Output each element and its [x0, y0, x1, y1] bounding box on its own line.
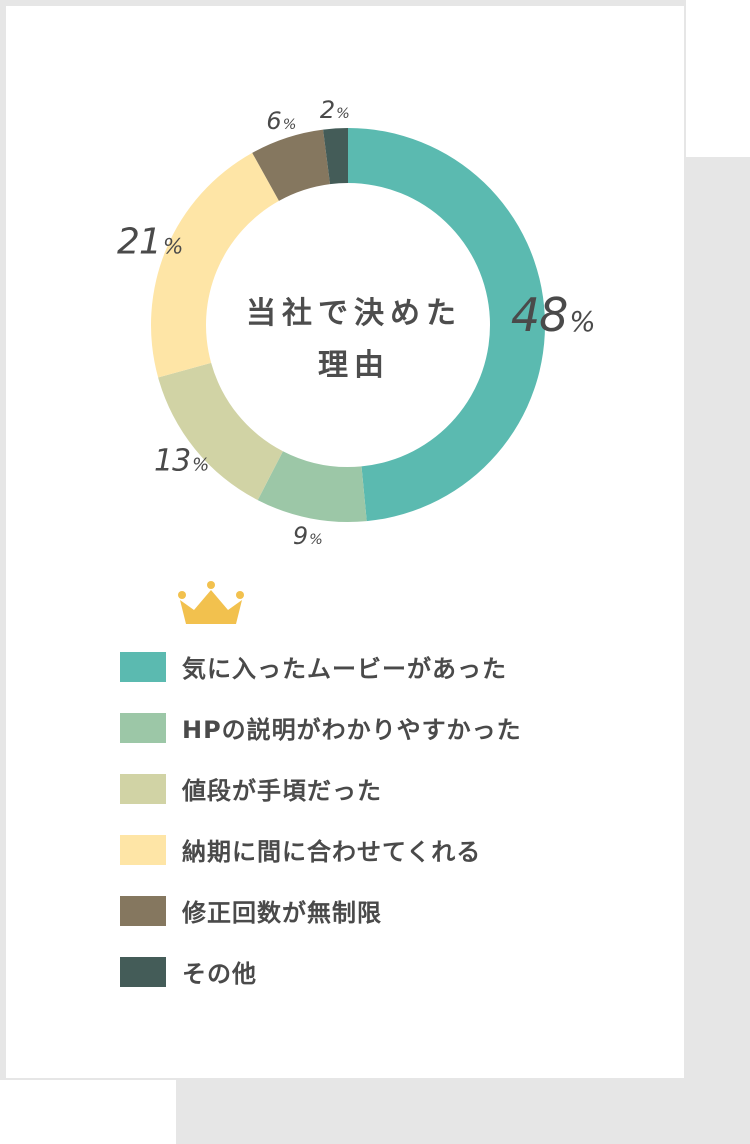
- donut-chart: [151, 128, 545, 522]
- slice-value-number: 48: [510, 288, 569, 343]
- donut-slice: [257, 451, 367, 522]
- legend-label: 気に入ったムービーがあった: [182, 655, 507, 683]
- background-corner-top-right: [686, 0, 750, 157]
- legend: 気に入ったムービーがあった HPの説明がわかりやすかった 値段が手頃だった 納期…: [120, 636, 522, 1002]
- slice-value-percent-sign: %: [162, 234, 184, 260]
- slice-value-number: 6: [266, 106, 281, 135]
- legend-swatch: [120, 712, 166, 743]
- legend-swatch: [120, 651, 166, 682]
- legend-label: 納期に間に合わせてくれる: [182, 838, 482, 866]
- slice-value-label: 21%: [117, 221, 184, 263]
- legend-label: 値段が手頃だった: [182, 777, 382, 805]
- legend-swatch: [120, 773, 166, 804]
- slice-value-number: 9: [292, 522, 308, 551]
- legend-item: 値段が手頃だった: [120, 758, 522, 819]
- slice-value-number: 2: [319, 96, 335, 125]
- slice-value-label: 6%: [266, 106, 297, 135]
- slice-value-label: 9%: [292, 522, 323, 551]
- slice-value-number: 21: [117, 221, 162, 263]
- legend-swatch: [120, 834, 166, 865]
- slice-value-label: 48%: [510, 288, 596, 343]
- slice-value-percent-sign: %: [282, 116, 297, 133]
- legend-label: その他: [182, 960, 257, 988]
- chart-card: 当社で決めた 理由 48% 9% 13% 21% 6% 2% 気に入ったムービーがあった …: [6, 6, 684, 1078]
- legend-swatch: [120, 895, 166, 926]
- donut-slice: [252, 129, 331, 201]
- donut-slice: [323, 128, 348, 185]
- center-label-line-1: 当社で決めた: [246, 296, 462, 331]
- legend-label: HPの説明がわかりやすかった: [182, 716, 522, 744]
- slice-value-label: 2%: [319, 96, 350, 125]
- legend-item: その他: [120, 941, 522, 1002]
- center-label-line-2: 理由: [318, 348, 390, 383]
- slice-value-percent-sign: %: [309, 532, 323, 549]
- crown-icon: [178, 581, 244, 624]
- legend-item: HPの説明がわかりやすかった: [120, 697, 522, 758]
- legend-item: 納期に間に合わせてくれる: [120, 819, 522, 880]
- slice-value-percent-sign: %: [569, 305, 595, 339]
- legend-item: 修正回数が無制限: [120, 880, 522, 941]
- legend-swatch: [120, 956, 166, 987]
- background-corner-bottom-left: [0, 1080, 176, 1144]
- donut-slice: [151, 152, 279, 378]
- legend-label: 修正回数が無制限: [182, 899, 382, 927]
- legend-item: 気に入ったムービーがあった: [120, 636, 522, 697]
- donut-center-label: 当社で決めた 理由: [234, 288, 474, 392]
- slice-value-percent-sign: %: [192, 454, 209, 476]
- slice-value-percent-sign: %: [336, 106, 350, 123]
- donut-slice: [158, 362, 283, 501]
- slice-value-label: 13%: [153, 443, 209, 479]
- slice-value-number: 13: [153, 443, 191, 479]
- donut-slice: [348, 128, 545, 522]
